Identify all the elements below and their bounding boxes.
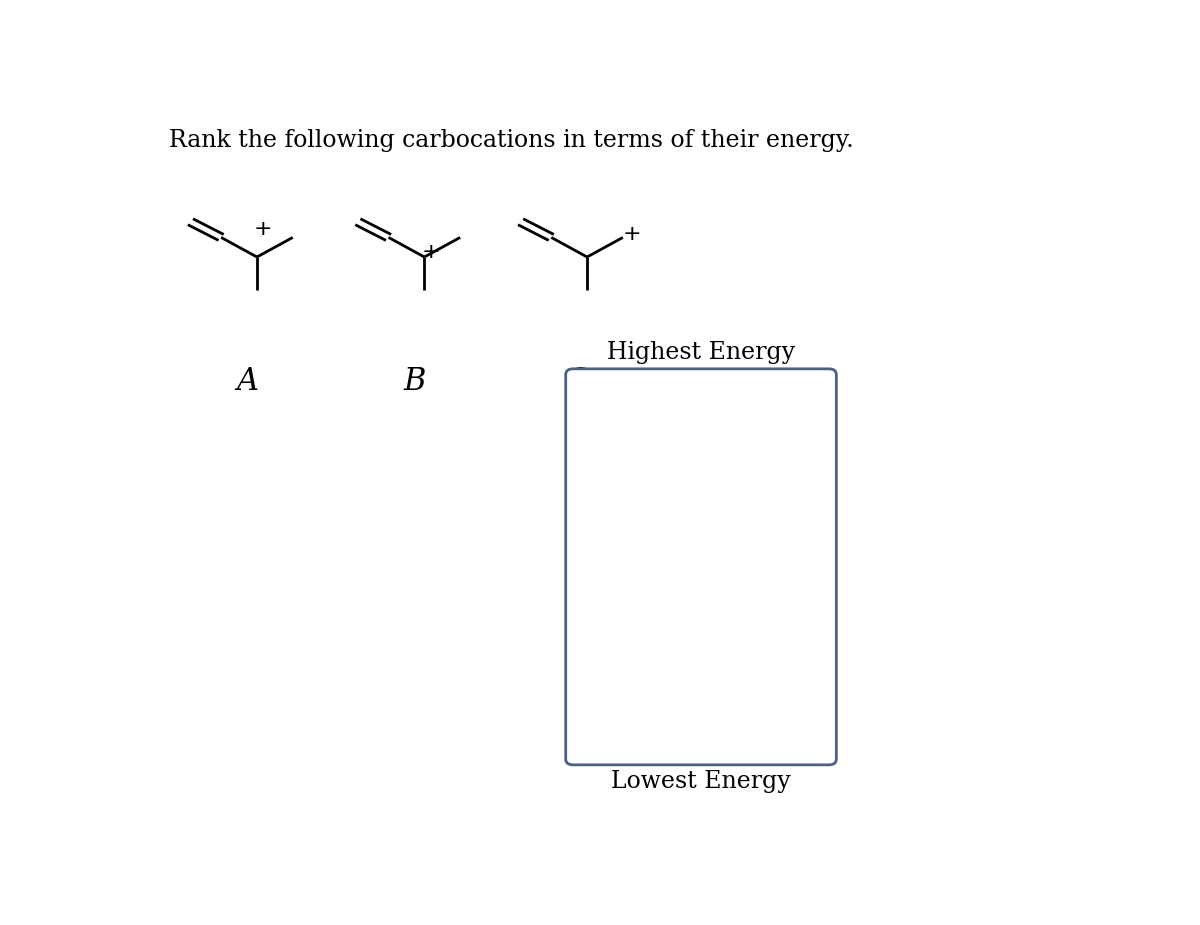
Text: Lowest Energy: Lowest Energy <box>611 770 791 793</box>
Text: +: + <box>623 224 642 244</box>
Text: B: B <box>404 366 426 397</box>
Text: Highest Energy: Highest Energy <box>607 340 796 364</box>
Text: C: C <box>566 366 589 397</box>
Text: A: A <box>236 366 259 397</box>
FancyBboxPatch shape <box>565 369 836 765</box>
Text: +: + <box>421 242 440 263</box>
Text: +: + <box>253 219 272 239</box>
Text: Rank the following carbocations in terms of their energy.: Rank the following carbocations in terms… <box>168 129 853 152</box>
